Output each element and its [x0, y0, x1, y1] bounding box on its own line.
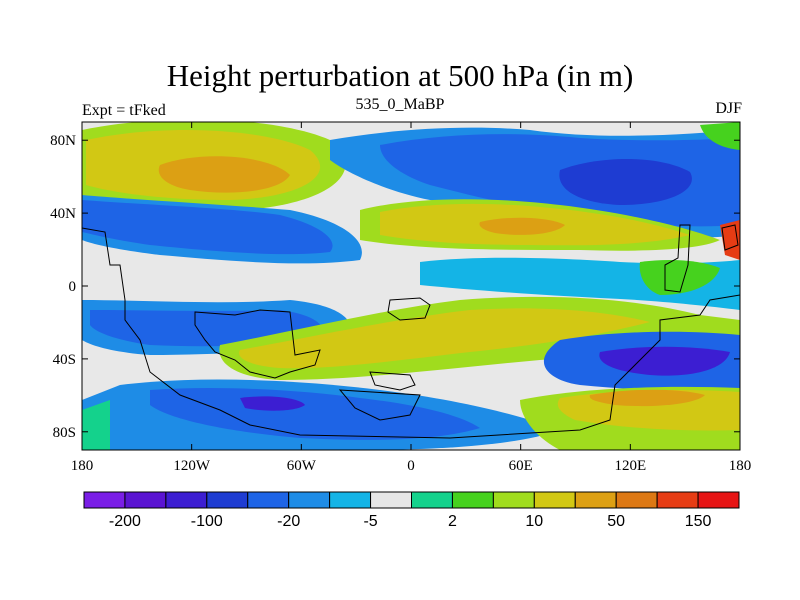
lon-tick-label: 180 — [729, 458, 752, 474]
lon-tick-label: 180 — [71, 458, 94, 474]
field-region — [150, 387, 480, 440]
lon-tick-label: 120W — [173, 458, 211, 474]
experiment-label: Expt = tFked — [82, 102, 166, 119]
colorbar-box — [288, 491, 331, 509]
colorbar-box — [411, 491, 453, 509]
colorbar-box — [697, 491, 740, 509]
field-region — [589, 389, 705, 407]
contour-field — [82, 122, 740, 450]
field-region — [700, 122, 740, 150]
colorbar-label: -200 — [109, 513, 141, 530]
longitude-axis: 180 120W 60W 0 60E 120E 180 — [71, 122, 752, 474]
lon-tick-label: 60E — [509, 458, 533, 474]
field-region — [639, 260, 720, 295]
field-region — [82, 400, 110, 450]
season-label: DJF — [715, 100, 742, 117]
field-region — [239, 308, 650, 369]
lon-tick-label: 120E — [614, 458, 646, 474]
field-region — [82, 200, 333, 255]
coastlines — [82, 224, 740, 439]
colorbar-box — [247, 491, 290, 509]
lat-tick-label: 40N — [50, 206, 76, 222]
latitude-axis: 80N 40N 0 40S 80S — [50, 133, 740, 441]
colorbar-label: -20 — [277, 513, 300, 530]
field-region — [240, 396, 305, 411]
colorbar-label: 2 — [448, 513, 457, 530]
colorbar: -200 -100 -20 -5 2 10 50 150 — [83, 491, 740, 530]
colorbar-box — [329, 491, 372, 509]
colorbar-label: -100 — [191, 513, 223, 530]
colorbar-label: 150 — [685, 513, 712, 530]
lat-tick-label: 0 — [69, 279, 77, 295]
colorbar-label: 10 — [525, 513, 543, 530]
colorbar-box — [492, 491, 535, 509]
colorbar-box — [124, 491, 167, 509]
colorbar-box — [533, 491, 576, 509]
field-region — [380, 134, 740, 227]
field-region — [479, 217, 565, 235]
colorbar-label: -5 — [363, 513, 377, 530]
field-region — [158, 156, 290, 193]
lat-tick-label: 40S — [53, 352, 76, 368]
field-region — [559, 158, 692, 205]
lat-tick-label: 80S — [53, 425, 76, 441]
lon-tick-label: 0 — [407, 458, 415, 474]
colorbar-box — [615, 491, 658, 509]
lon-tick-label: 60W — [287, 458, 317, 474]
colorbar-box — [165, 491, 208, 509]
colorbar-box — [451, 491, 494, 509]
colorbar-box — [370, 491, 412, 509]
colorbar-label: 50 — [607, 513, 625, 530]
colorbar-box — [656, 491, 699, 509]
colorbar-box — [206, 491, 249, 509]
map-title: Height perturbation at 500 hPa (in m) — [166, 58, 634, 93]
case-label: 535_0_MaBP — [355, 96, 445, 113]
colorbar-box — [83, 491, 126, 509]
colorbar-box — [574, 491, 617, 509]
lat-tick-label: 80N — [50, 133, 76, 149]
